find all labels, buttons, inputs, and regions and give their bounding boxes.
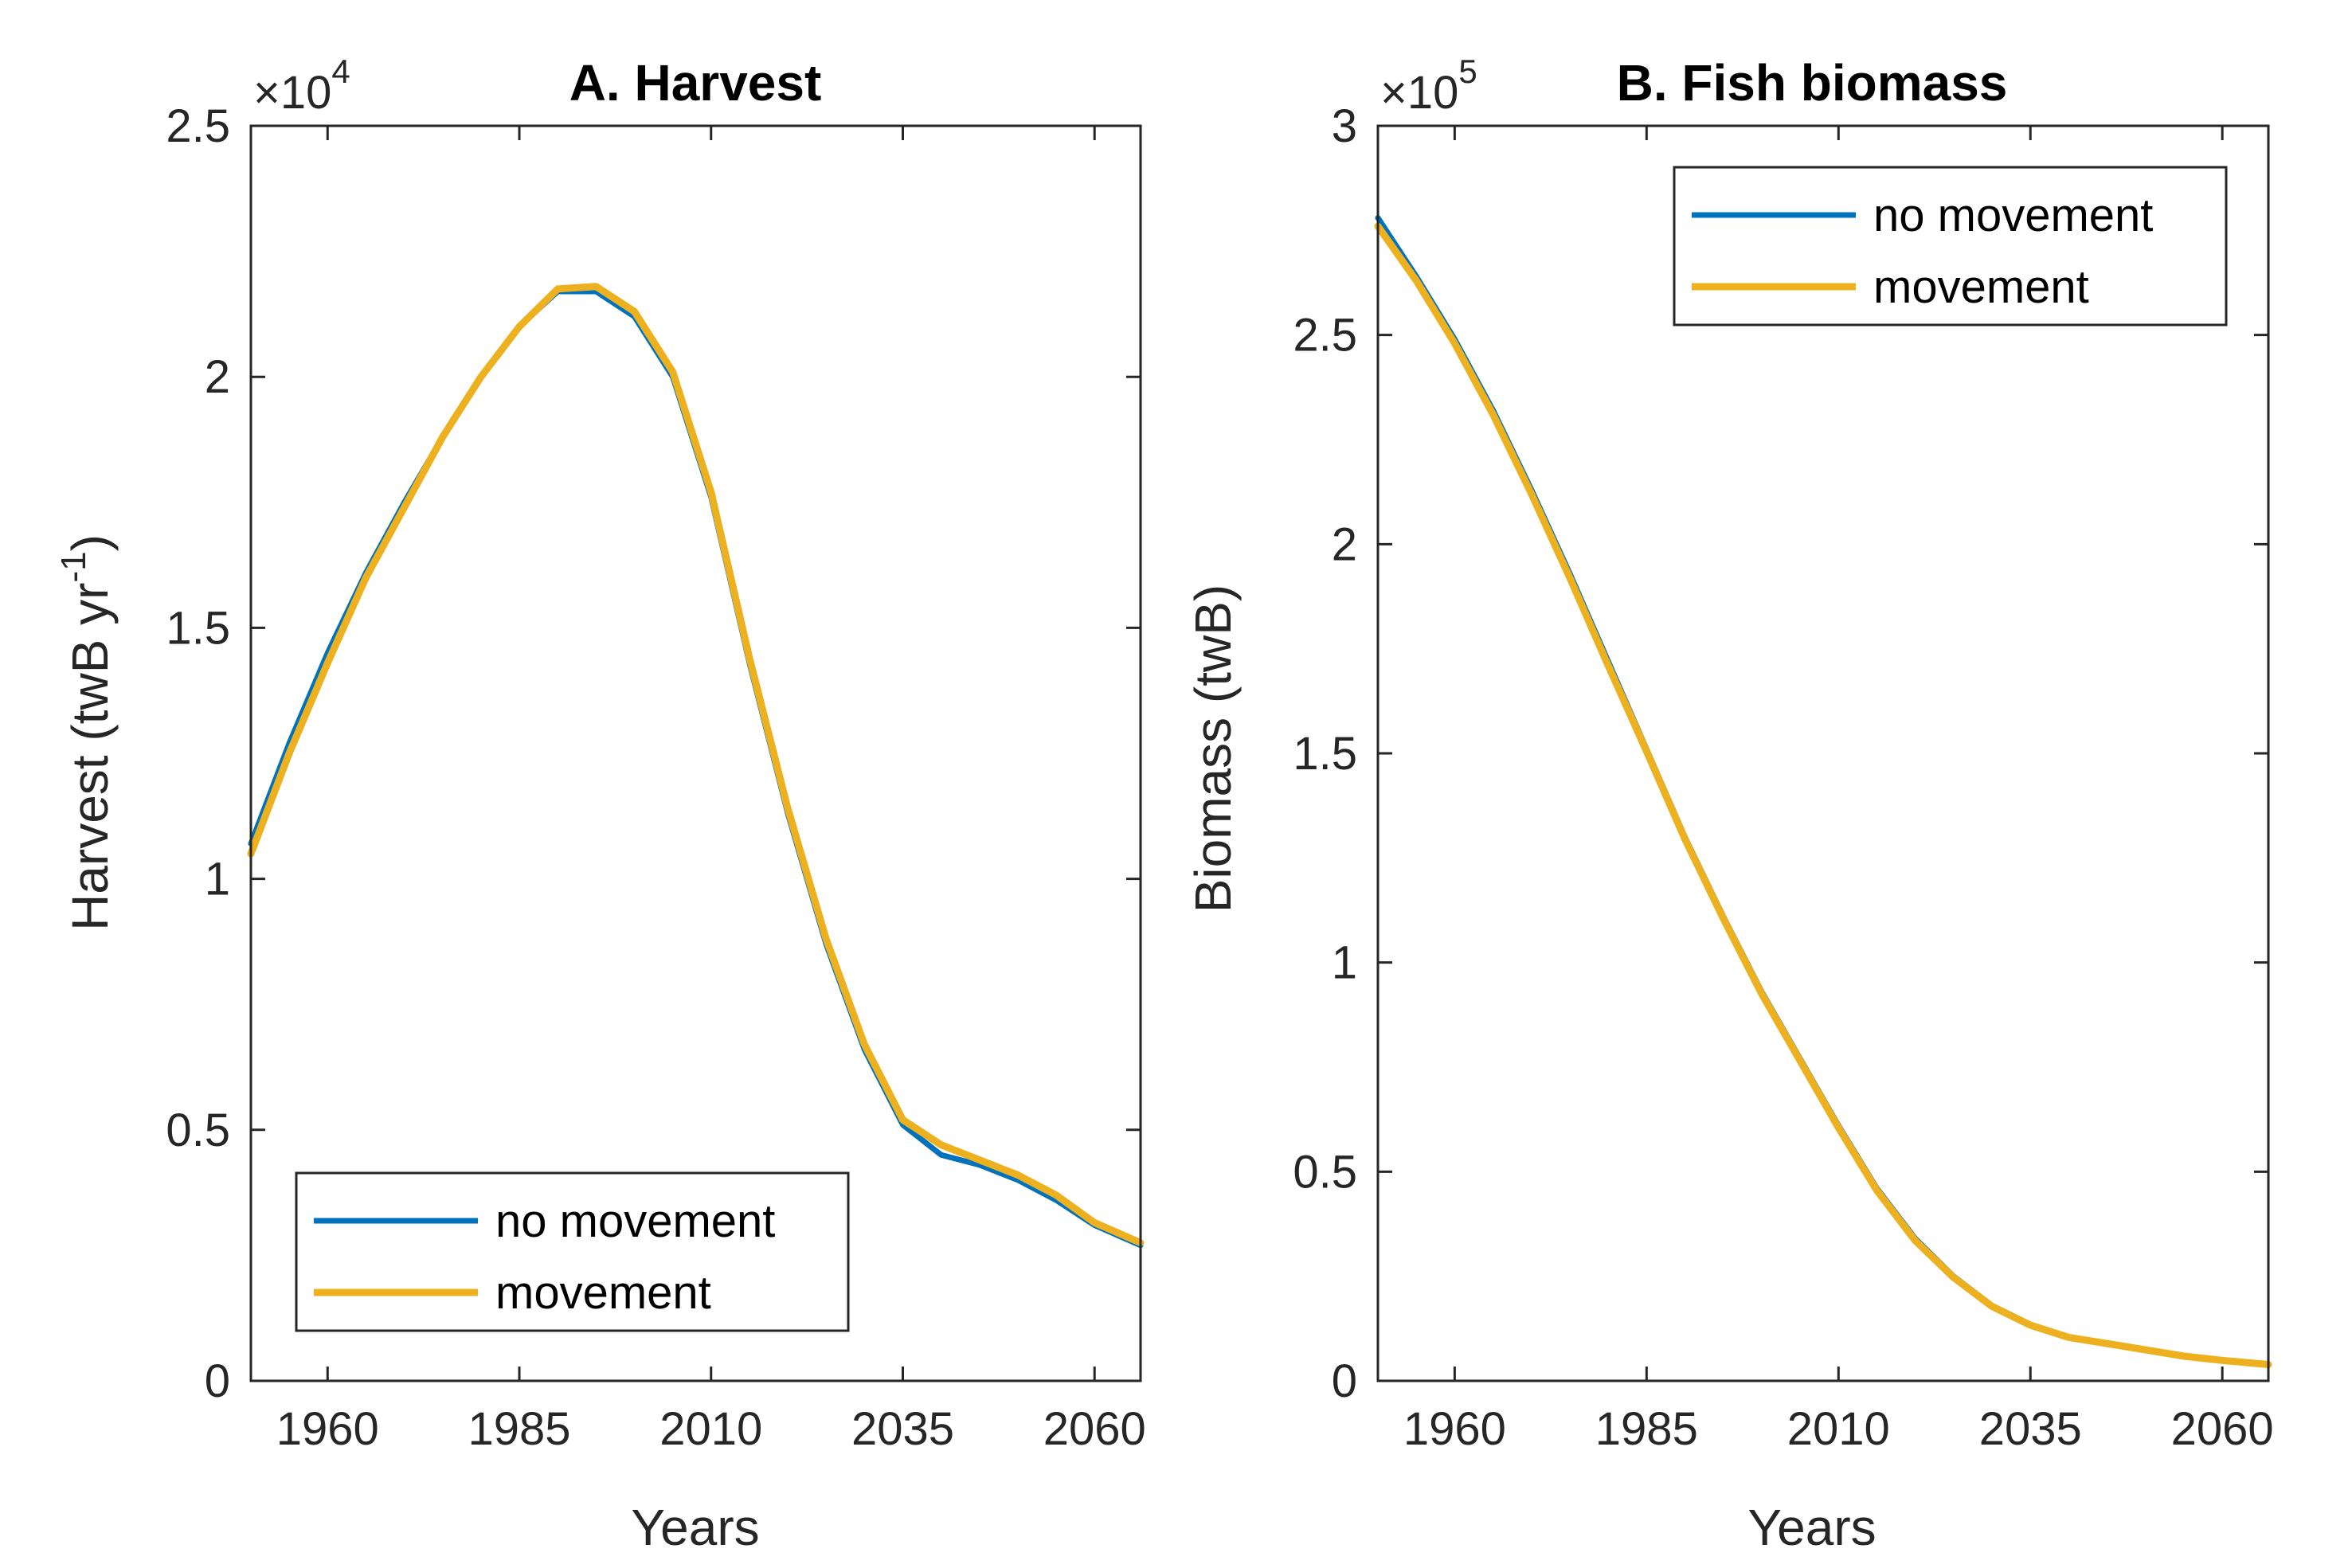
harvest-title: A. Harvest: [569, 54, 822, 111]
harvest-x-tick-label: 2010: [659, 1403, 762, 1455]
harvest-y-tick-label: 0.5: [166, 1105, 230, 1156]
biomass-x-tick-label: 2035: [1979, 1403, 2082, 1455]
harvest-plot-area: 1960 1985 2010 2035 2060 0 0.5 1 1.5 2 2.5: [166, 100, 1145, 1455]
biomass-y-axis-label: Biomass (twB): [1184, 585, 1242, 913]
biomass-x-axis-label: Years: [1747, 1499, 1876, 1556]
biomass-series-movement-line: [1374, 222, 2272, 1368]
biomass-y-tick-label: 3: [1332, 100, 1357, 152]
biomass-y-tick-label: 2: [1332, 518, 1357, 570]
harvest-y-tick-label: 1: [205, 854, 230, 905]
biomass-legend-label-movement: movement: [1873, 261, 2089, 313]
biomass-y-multiplier: ×105: [1380, 53, 1477, 119]
harvest-y-tick-label: 0: [205, 1355, 230, 1407]
harvest-y-multiplier: ×104: [253, 53, 350, 119]
harvest-x-tick-label: 1960: [276, 1403, 379, 1455]
harvest-panel: A. Harvest ×104 Harvest (twB yr-1) Years…: [54, 53, 1146, 1556]
harvest-axes-box: [249, 124, 1142, 1382]
biomass-x-tick-label: 1960: [1403, 1403, 1506, 1455]
harvest-legend: no movement movement: [295, 1171, 850, 1332]
harvest-legend-label-no-movement: no movement: [495, 1195, 775, 1247]
biomass-y-tick-label: 0: [1332, 1355, 1357, 1407]
biomass-title: B. Fish biomass: [1617, 54, 2008, 111]
harvest-x-axis-label: Years: [631, 1499, 759, 1556]
harvest-y-tick-label: 2.5: [166, 100, 230, 152]
harvest-x-tick-label: 1985: [468, 1403, 571, 1455]
harvest-y-axis-label: Harvest (twB yr-1): [54, 534, 119, 931]
biomass-y-tick-label: 2.5: [1293, 310, 1357, 362]
biomass-y-tick-label: 1.5: [1293, 728, 1357, 780]
harvest-series-movement-line: [247, 283, 1145, 1247]
harvest-y-tick-label: 2: [205, 351, 230, 403]
harvest-x-tick-label: 2035: [851, 1403, 954, 1455]
biomass-plot-area: 1960 1985 2010 2035 2060 0 0.5 1 1.5 2 2.5 3: [1293, 100, 2273, 1455]
biomass-x-tick-label: 2060: [2171, 1403, 2274, 1455]
biomass-legend-label-no-movement: no movement: [1873, 190, 2153, 241]
harvest-x-tick-label: 2060: [1043, 1403, 1146, 1455]
biomass-y-tick-label: 0.5: [1293, 1146, 1357, 1198]
biomass-panel: B. Fish biomass ×105 Biomass (twB) Years…: [1184, 53, 2274, 1556]
harvest-y-tick-label: 1.5: [166, 602, 230, 654]
biomass-legend: no movement movement: [1673, 166, 2228, 327]
biomass-y-tick-label: 1: [1332, 937, 1357, 989]
harvest-legend-box: [295, 1171, 850, 1332]
biomass-x-tick-label: 2010: [1787, 1403, 1890, 1455]
biomass-x-tick-label: 1985: [1595, 1403, 1698, 1455]
harvest-legend-label-movement: movement: [495, 1267, 711, 1319]
biomass-legend-box: [1673, 166, 2228, 327]
